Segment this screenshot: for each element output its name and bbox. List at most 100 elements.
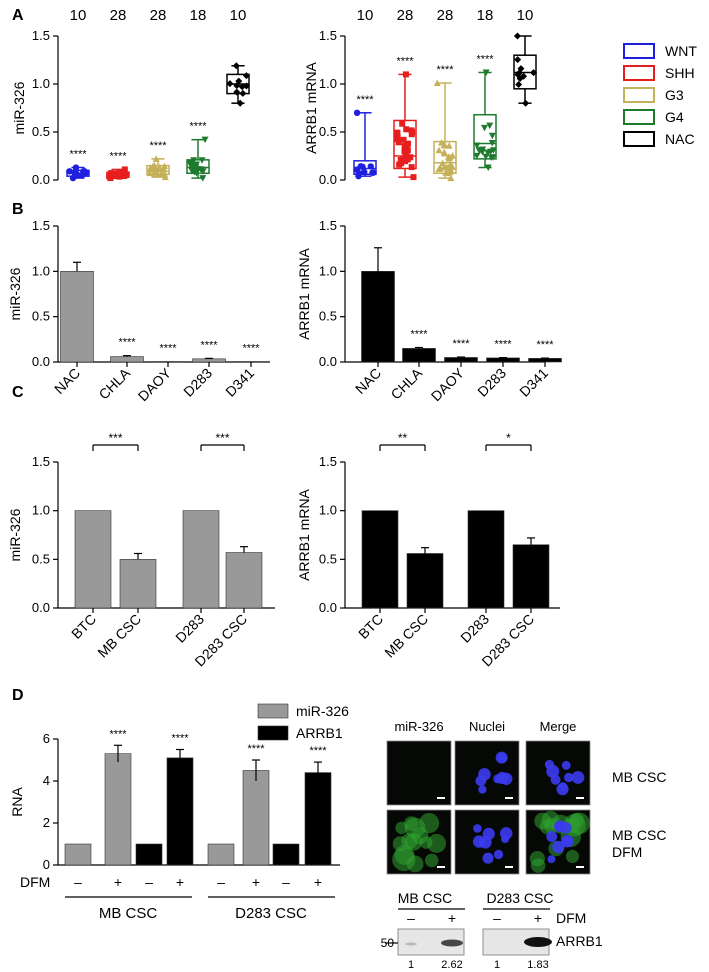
micro-signal <box>404 816 419 831</box>
box-body <box>393 119 417 170</box>
legend-label: miR-326 <box>296 703 349 719</box>
y-tick-label: 0.0 <box>319 172 337 187</box>
sample-count: 10 <box>517 7 534 24</box>
legend-swatch-wnt <box>623 43 655 59</box>
sample-count: 28 <box>397 7 414 24</box>
legend-swatch-g3 <box>623 87 655 103</box>
micro-column-label: miR-326 <box>394 719 443 734</box>
blot-lane-sign: + <box>534 910 542 926</box>
data-point <box>403 126 410 133</box>
y-tick-label: 6 <box>43 731 50 746</box>
micro-row-label: MB CSC DFM <box>612 827 666 860</box>
micro-nucleus <box>501 835 510 844</box>
data-point <box>353 166 360 173</box>
data-point <box>160 165 168 173</box>
blot-quant: 1 <box>494 959 500 971</box>
panel-label-a: A <box>12 7 24 24</box>
data-point <box>433 79 441 87</box>
dfm-sign: – <box>74 874 82 890</box>
y-tick-label: 1.5 <box>32 218 50 233</box>
y-tick-label: 0.0 <box>32 172 50 187</box>
significance-stars: **** <box>200 339 218 351</box>
bar <box>192 358 226 363</box>
y-tick-label: 1.0 <box>32 503 50 518</box>
significance-stars: **** <box>242 343 260 355</box>
bar <box>182 510 220 609</box>
micro-nucleus <box>561 760 571 770</box>
data-point <box>122 171 129 178</box>
y-tick-label: 0.5 <box>32 124 50 139</box>
y-tick-label: 4 <box>43 773 50 788</box>
y-tick-label: 0.0 <box>32 354 50 369</box>
micro-nucleus <box>475 775 487 787</box>
data-point <box>473 152 481 160</box>
micro-nucleus <box>482 827 495 841</box>
dfm-sign: + <box>252 874 260 890</box>
blot-band <box>524 937 552 947</box>
micro-nucleus <box>561 834 574 848</box>
dfm-sign: + <box>114 874 122 890</box>
x-tick-label: CHLA <box>95 364 133 402</box>
y-tick-label: 0.5 <box>319 309 337 324</box>
data-point <box>191 169 199 176</box>
y-tick-label: 1.0 <box>32 263 50 278</box>
y-tick-label: 0.5 <box>319 124 337 139</box>
sample-count: 28 <box>150 7 167 24</box>
micro-nucleus <box>571 771 585 784</box>
x-tick-label: MB CSC <box>94 611 144 661</box>
panel-label-c: C <box>12 384 24 401</box>
data-point <box>121 166 128 173</box>
data-point <box>410 174 417 181</box>
bar <box>467 510 505 609</box>
box-body <box>473 113 497 160</box>
bar <box>207 843 235 866</box>
bar <box>406 553 444 609</box>
data-point <box>517 65 525 73</box>
sample-count: 10 <box>230 7 247 24</box>
data-point <box>435 146 443 154</box>
data-point <box>199 168 207 175</box>
significance-stars: **** <box>149 140 167 152</box>
data-point <box>401 143 408 150</box>
data-point <box>473 142 481 149</box>
micro-image-mir326 <box>386 740 452 806</box>
dfm-sign: – <box>145 874 153 890</box>
bar <box>119 559 157 609</box>
y-axis-label: ARRB1 mRNA <box>296 247 312 339</box>
data-point <box>514 71 522 79</box>
legend-swatch-nac <box>623 131 655 147</box>
legend-label-g3: G3 <box>665 87 684 103</box>
blot-quant: 1 <box>408 959 414 971</box>
micro-nucleus <box>493 774 503 784</box>
significance-stars: **** <box>396 55 414 67</box>
y-tick-label: 2 <box>43 815 50 830</box>
micro-column-label: Nuclei <box>469 719 505 734</box>
data-point <box>400 136 407 143</box>
significance-stars: **** <box>69 149 87 161</box>
x-tick-label: D283 <box>457 611 492 646</box>
micro-signal <box>420 836 433 849</box>
y-tick-label: 0 <box>43 857 50 872</box>
data-point <box>353 109 361 117</box>
blot-arrb1-mb <box>397 928 465 956</box>
y-tick-label: 1.0 <box>319 263 337 278</box>
y-tick-label: 1.0 <box>319 76 337 91</box>
data-point <box>66 168 73 175</box>
bar <box>104 753 132 866</box>
y-axis-label: ARRB1 mRNA <box>303 61 319 153</box>
data-point <box>370 169 377 176</box>
blot-group-label: MB CSC <box>398 890 452 906</box>
data-point <box>233 88 241 96</box>
significance-stars: *** <box>108 431 122 445</box>
data-point <box>116 173 123 180</box>
significance-stars: * <box>506 431 511 445</box>
legend-label: ARRB1 <box>296 725 343 741</box>
data-point <box>408 164 415 171</box>
data-point <box>484 149 492 157</box>
bar <box>60 271 94 363</box>
significance-stars: **** <box>476 53 494 65</box>
micro-column-label: Merge <box>540 719 577 734</box>
bar <box>486 357 520 363</box>
data-point <box>367 163 374 170</box>
blot-lane-sign: – <box>493 910 501 926</box>
